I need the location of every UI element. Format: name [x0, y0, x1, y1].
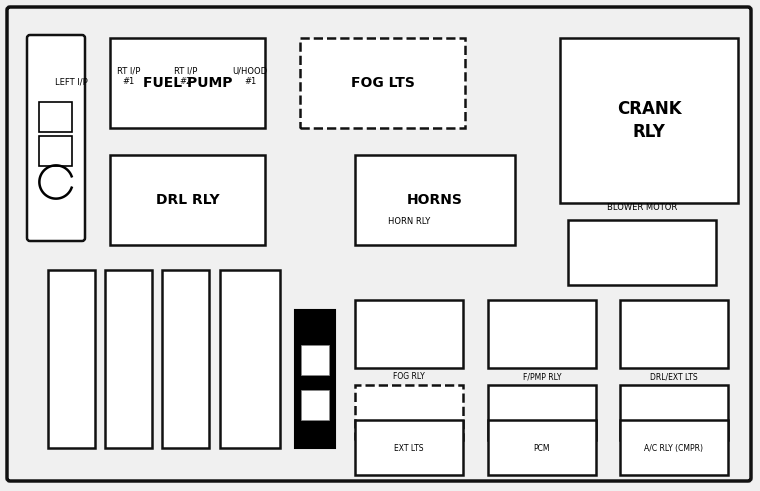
Bar — [620, 420, 728, 475]
Bar — [355, 385, 463, 440]
Bar — [220, 270, 280, 448]
Bar — [162, 270, 209, 448]
Text: EXT LTS: EXT LTS — [394, 444, 424, 453]
Text: A/C RLY (CMPR): A/C RLY (CMPR) — [644, 444, 704, 453]
Text: FOG RLY: FOG RLY — [393, 372, 425, 381]
Bar — [488, 420, 596, 475]
Bar — [110, 155, 265, 245]
Bar — [110, 38, 265, 128]
Text: DRL RLY: DRL RLY — [156, 193, 220, 207]
Bar — [301, 390, 329, 420]
Bar — [488, 300, 596, 368]
Text: CRANK
RLY: CRANK RLY — [616, 100, 681, 140]
Text: PCM: PCM — [534, 444, 550, 453]
Bar — [48, 270, 95, 448]
Text: LEFT I/P: LEFT I/P — [55, 77, 88, 86]
Bar — [295, 310, 335, 448]
Bar — [568, 220, 716, 285]
Bar — [300, 38, 465, 128]
Bar — [560, 38, 738, 203]
Text: F/PMP RLY: F/PMP RLY — [523, 372, 561, 381]
Text: HORN RLY: HORN RLY — [388, 217, 430, 226]
Bar — [488, 385, 596, 440]
Text: FUEL PUMP: FUEL PUMP — [143, 76, 233, 90]
Bar — [105, 270, 152, 448]
Text: U/HOOD
#1: U/HOOD #1 — [233, 67, 268, 86]
Text: DRL/EXT LTS: DRL/EXT LTS — [651, 372, 698, 381]
Text: RT I/P
#1: RT I/P #1 — [117, 67, 140, 86]
Text: RT I/P
#2: RT I/P #2 — [174, 67, 197, 86]
Bar — [355, 155, 515, 245]
Bar — [620, 385, 728, 440]
Text: BLOWER MOTOR: BLOWER MOTOR — [607, 203, 677, 212]
Text: HORNS: HORNS — [407, 193, 463, 207]
Bar — [40, 102, 71, 132]
Text: FOG LTS: FOG LTS — [350, 76, 414, 90]
Bar — [40, 136, 71, 166]
Bar — [355, 300, 463, 368]
Bar — [301, 345, 329, 375]
Bar — [355, 420, 463, 475]
FancyBboxPatch shape — [7, 7, 751, 481]
Bar — [620, 300, 728, 368]
FancyBboxPatch shape — [27, 35, 85, 241]
